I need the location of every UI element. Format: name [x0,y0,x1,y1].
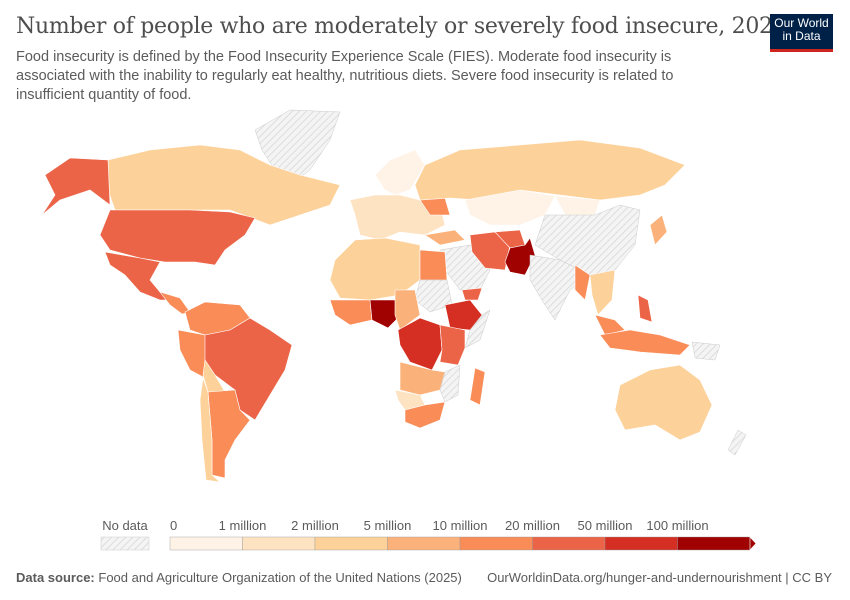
russia[interactable] [414,139,686,201]
madagascar[interactable] [469,367,486,406]
myanmar[interactable] [574,264,591,301]
western-europe[interactable] [349,194,446,241]
legend-bin-1[interactable] [242,536,316,551]
source-label: Data source: [16,570,95,585]
north-africa[interactable] [329,237,421,301]
subtitle: Food insecurity is defined by the Food I… [16,49,674,103]
dr-congo[interactable] [397,317,443,371]
kazakhstan-central-asia[interactable] [464,189,556,226]
legend-bin-6[interactable] [604,536,678,551]
legend-tick: 1 million [218,518,267,533]
chad-cameroon[interactable] [394,289,421,331]
indochina[interactable] [589,269,616,316]
legend-tick: 20 million [505,518,560,533]
legend-tick: 50 million [577,518,633,533]
mozambique[interactable] [439,364,461,403]
south-africa[interactable] [404,401,446,429]
turkey[interactable] [424,229,466,246]
australia[interactable] [614,364,713,441]
egypt[interactable] [419,249,448,281]
source-url[interactable]: OurWorldinData.org/hunger-and-undernouri… [487,570,832,585]
legend: No data 0 1 million 2 million 5 million 10 m… [0,515,850,555]
legend-tick: 5 million [363,518,412,533]
legend-tick: 2 million [291,518,339,533]
world-map[interactable] [0,95,850,505]
alaska[interactable] [41,157,111,216]
china[interactable] [534,204,641,276]
angola-zambia[interactable] [399,361,446,396]
philippines[interactable] [637,294,653,323]
legend-tick: 0 [170,518,178,533]
east-africa[interactable] [439,324,466,366]
japan[interactable] [649,214,668,246]
central-america[interactable] [159,291,191,315]
new-zealand[interactable] [727,429,747,456]
papua[interactable] [691,341,721,361]
united-states[interactable] [99,209,256,266]
legend-bin-0[interactable] [169,536,243,551]
source-text: Food and Agriculture Organization of the… [98,570,462,585]
legend-bin-4[interactable] [459,536,533,551]
data-source: Data source: Food and Agriculture Organi… [16,570,462,585]
legend-no-data-label: No data [102,518,148,533]
legend-no-data-swatch[interactable] [100,536,150,551]
legend-bin-5[interactable] [532,536,606,551]
legend-bin-2[interactable] [314,536,388,551]
legend-tick: 100 million [646,518,709,533]
west-africa[interactable] [329,299,373,326]
greenland[interactable] [254,109,341,186]
legend-arrow [749,536,757,551]
nigeria[interactable] [369,299,399,329]
malaysia[interactable] [594,314,626,336]
legend-tick: 10 million [432,518,488,533]
yemen[interactable] [461,287,483,301]
page-title: Number of people who are moderately or s… [16,14,787,39]
legend-bin-3[interactable] [387,536,461,551]
legend-bin-7[interactable] [677,536,751,551]
indonesia[interactable] [599,329,691,356]
chile[interactable] [199,377,221,483]
somalia[interactable] [464,309,491,349]
legend-bar [100,536,757,551]
owid-logo[interactable]: Our World in Data [770,14,833,52]
scandinavia[interactable] [374,149,426,196]
